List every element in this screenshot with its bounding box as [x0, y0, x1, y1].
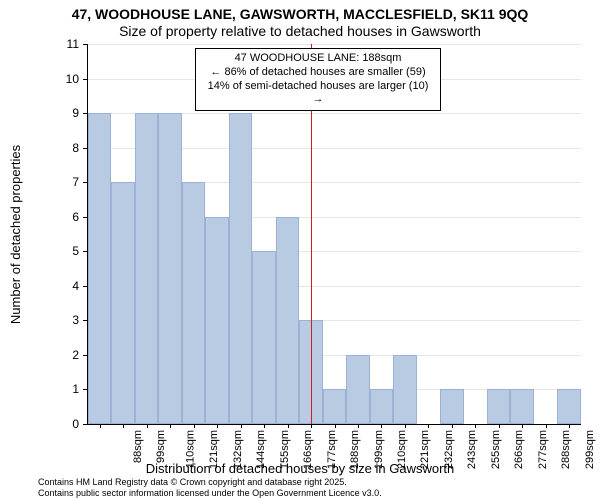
bar [510, 389, 533, 424]
x-tick-mark [264, 424, 265, 428]
bar [370, 389, 393, 424]
y-tick-label: 6 [55, 210, 79, 224]
bar-column [440, 44, 463, 424]
bar-column [510, 44, 533, 424]
bar [182, 182, 205, 424]
x-tick-mark [358, 424, 359, 428]
x-tick-mark [499, 424, 500, 428]
annotation-line-3: 14% of semi-detached houses are larger (… [202, 80, 434, 108]
y-axis-title-wrap: Number of detached properties [8, 44, 24, 424]
y-tick-label: 4 [55, 279, 79, 293]
title-line-2: Size of property relative to detached ho… [0, 23, 600, 40]
bar [487, 389, 510, 424]
page-root: { "title_line1": "47, WOODHOUSE LANE, GA… [0, 0, 600, 500]
title-line-1: 47, WOODHOUSE LANE, GAWSWORTH, MACCLESFI… [0, 6, 600, 23]
bar-column [464, 44, 487, 424]
y-tick-label: 2 [55, 348, 79, 362]
x-tick-label: 99sqm [155, 430, 167, 463]
y-axis-title: Number of detached properties [9, 144, 24, 323]
y-tick-label: 7 [55, 175, 79, 189]
y-tick-label: 5 [55, 244, 79, 258]
x-tick-mark [194, 424, 195, 428]
annotation-line-2: ← 86% of detached houses are smaller (59… [202, 66, 434, 80]
y-axis: 01234567891011 [55, 44, 85, 424]
bar [205, 217, 228, 424]
bar [229, 113, 252, 424]
x-tick-mark [170, 424, 171, 428]
bar [252, 251, 275, 424]
y-tick-label: 8 [55, 141, 79, 155]
bar [111, 182, 134, 424]
x-tick-mark [546, 424, 547, 428]
x-tick-label: 88sqm [132, 430, 144, 463]
bar-column [158, 44, 181, 424]
x-tick-mark [405, 424, 406, 428]
y-tick-label: 9 [55, 106, 79, 120]
x-tick-mark [123, 424, 124, 428]
bar-column [135, 44, 158, 424]
y-tick-label: 3 [55, 313, 79, 327]
annotation-box: 47 WOODHOUSE LANE: 188sqm ← 86% of detac… [195, 48, 441, 111]
x-tick-mark [569, 424, 570, 428]
x-tick-mark [311, 424, 312, 428]
footer: Contains HM Land Registry data © Crown c… [38, 477, 382, 498]
bar [276, 217, 299, 424]
chart-titles: 47, WOODHOUSE LANE, GAWSWORTH, MACCLESFI… [0, 0, 600, 40]
plot-wrap: 01234567891011 47 WOODHOUSE LANE: 188sqm… [55, 44, 580, 424]
bar [440, 389, 463, 424]
bar [557, 389, 580, 424]
bar-column [487, 44, 510, 424]
x-tick-mark [217, 424, 218, 428]
y-tick-label: 0 [55, 417, 79, 431]
x-tick-mark [147, 424, 148, 428]
bar-column [534, 44, 557, 424]
bar [323, 389, 346, 424]
x-tick-mark [475, 424, 476, 428]
bar-column [111, 44, 134, 424]
y-tick-label: 11 [55, 37, 79, 51]
footer-line-1: Contains HM Land Registry data © Crown c… [38, 477, 382, 487]
x-tick-mark [335, 424, 336, 428]
x-tick-mark [288, 424, 289, 428]
bar [135, 113, 158, 424]
footer-line-2: Contains public sector information licen… [38, 488, 382, 498]
y-tick-label: 1 [55, 382, 79, 396]
bar [393, 355, 416, 424]
plot-area: 47 WOODHOUSE LANE: 188sqm ← 86% of detac… [87, 44, 581, 425]
bar [346, 355, 369, 424]
bar [158, 113, 181, 424]
x-tick-mark [428, 424, 429, 428]
x-tick-mark [241, 424, 242, 428]
y-tick-label: 10 [55, 72, 79, 86]
x-tick-mark [381, 424, 382, 428]
x-tick-mark [522, 424, 523, 428]
annotation-line-1: 47 WOODHOUSE LANE: 188sqm [202, 52, 434, 66]
x-axis-title: Distribution of detached houses by size … [0, 461, 600, 476]
bar-column [557, 44, 580, 424]
x-tick-mark [100, 424, 101, 428]
x-tick-mark [452, 424, 453, 428]
bar [88, 113, 111, 424]
bar-column [88, 44, 111, 424]
